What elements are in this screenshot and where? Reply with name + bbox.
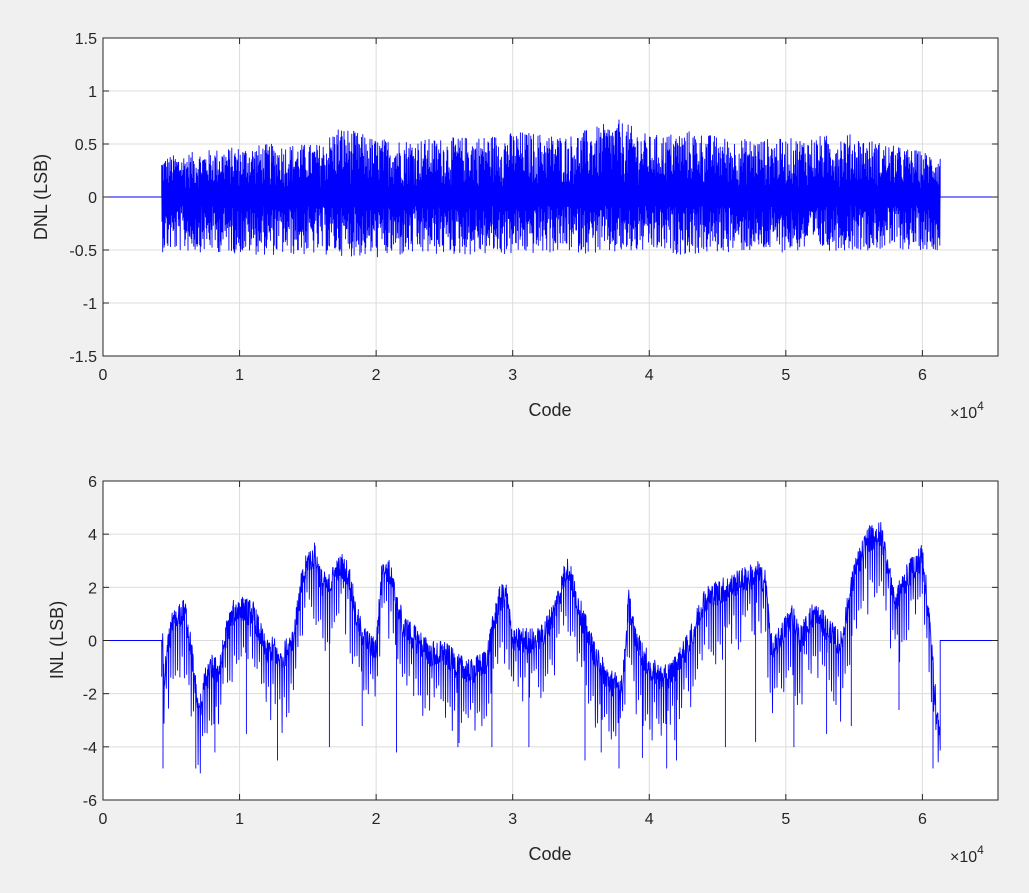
inl-y-axis-label: INL (LSB) bbox=[47, 601, 67, 679]
y-tick-label: 2 bbox=[88, 580, 97, 597]
x-tick-label: 5 bbox=[781, 367, 790, 384]
y-tick-label: 4 bbox=[88, 527, 97, 544]
y-tick-label: -4 bbox=[83, 740, 97, 757]
dnl-x-exponent-power: 4 bbox=[977, 399, 984, 413]
inl-ticks: 0 1 2 3 4 5 6 -6 -4 -2 0 2 4 6 bbox=[83, 474, 998, 828]
inl-x-axis-label: Code bbox=[528, 844, 571, 864]
y-tick-label: -1.5 bbox=[69, 349, 97, 366]
y-tick-label: 1.5 bbox=[75, 31, 97, 48]
x-tick-label: 5 bbox=[781, 811, 790, 828]
inl-series bbox=[103, 521, 998, 774]
inl-grid bbox=[103, 481, 998, 800]
y-tick-label: -6 bbox=[83, 793, 97, 810]
y-tick-label: -2 bbox=[83, 687, 97, 704]
y-tick-label: 0 bbox=[88, 190, 97, 207]
x-tick-label: 0 bbox=[99, 811, 108, 828]
y-tick-label: 0.5 bbox=[75, 137, 97, 154]
x-tick-label: 2 bbox=[372, 367, 381, 384]
dnl-series bbox=[103, 119, 998, 258]
x-tick-label: 6 bbox=[918, 367, 927, 384]
y-tick-label: 0 bbox=[88, 634, 97, 651]
x-tick-label: 1 bbox=[235, 811, 244, 828]
inl-line bbox=[103, 521, 998, 774]
x-tick-label: 0 bbox=[99, 367, 108, 384]
y-tick-label: -1 bbox=[83, 296, 97, 313]
y-tick-label: 6 bbox=[88, 474, 97, 491]
x-tick-label: 2 bbox=[372, 811, 381, 828]
x-tick-label: 3 bbox=[508, 811, 517, 828]
dnl-axes: 0 1 2 3 4 5 6 -1.5 -1 -0.5 0 0.5 1 1.5 Code DNL (LSB)… bbox=[31, 31, 999, 422]
inl-x-exponent-power: 4 bbox=[977, 843, 984, 857]
y-tick-label: -0.5 bbox=[69, 243, 97, 260]
y-tick-label: 1 bbox=[88, 84, 97, 101]
x-tick-label: 3 bbox=[508, 367, 517, 384]
dnl-x-exponent-base: ×10 bbox=[950, 405, 977, 422]
x-tick-label: 4 bbox=[645, 367, 654, 384]
inl-x-exponent: ×104 bbox=[950, 843, 984, 866]
dnl-line bbox=[103, 119, 998, 258]
x-tick-label: 6 bbox=[918, 811, 927, 828]
x-tick-label: 1 bbox=[235, 367, 244, 384]
dnl-y-axis-label: DNL (LSB) bbox=[31, 154, 51, 240]
dnl-x-exponent: ×104 bbox=[950, 399, 984, 422]
inl-x-exponent-base: ×10 bbox=[950, 849, 977, 866]
dnl-x-axis-label: Code bbox=[528, 400, 571, 420]
x-tick-label: 4 bbox=[645, 811, 654, 828]
dnl-ticks: 0 1 2 3 4 5 6 -1.5 -1 -0.5 0 0.5 1 1.5 bbox=[69, 31, 998, 384]
